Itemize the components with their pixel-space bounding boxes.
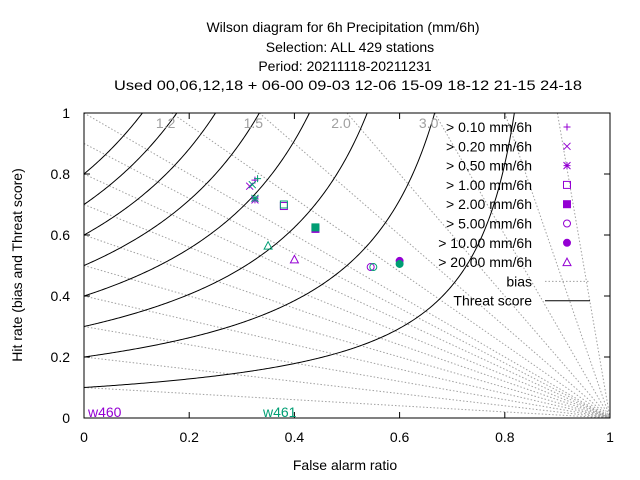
point-w461-star-shape (251, 194, 259, 203)
threat-score-curve-0.7 (84, 113, 178, 205)
point-w460-cross (245, 182, 254, 191)
point-w461-open-triangle-shape (263, 240, 273, 250)
point-w460-cross-shape (245, 182, 254, 191)
point-w461-open-square (279, 200, 288, 209)
point-w461-star (251, 194, 259, 203)
legend-label-2: > 0.50 mm/6h (446, 158, 532, 174)
legend-label-1: > 0.20 mm/6h (446, 138, 532, 154)
bias-line-0.4 (84, 295, 610, 418)
x-tick-label-0.2: 0.2 (179, 429, 199, 445)
y-tick-label-0.6: 0.6 (51, 227, 71, 243)
legend-key-open-square-shape (563, 180, 571, 189)
legend-label-4: > 2.00 mm/6h (446, 196, 532, 212)
point-w461-cross (248, 180, 257, 189)
bias-label-1.5: 1.5 (244, 115, 264, 131)
bias-line-0.1 (84, 387, 610, 418)
bias-line-0.7 (84, 204, 610, 418)
legend-key-open-circle-shape (563, 219, 571, 228)
x-tick-label-0.6: 0.6 (390, 429, 410, 445)
legend-label-8: bias (506, 273, 532, 289)
threat-score-curve-0.5 (84, 113, 260, 266)
y-tick-label-0.4: 0.4 (51, 288, 71, 304)
x-tick-label-1: 1 (606, 429, 614, 445)
y-tick-label-1: 1 (62, 105, 70, 121)
point-w460-open-circle (366, 263, 375, 272)
series-label-w461: w461 (262, 404, 297, 420)
x-axis-label: False alarm ratio (293, 457, 397, 473)
legend-label-0: > 0.10 mm/6h (446, 119, 532, 135)
bias-label-2.0: 2.0 (331, 115, 351, 131)
legend-label-5: > 5.00 mm/6h (446, 216, 532, 232)
x-tick-label-0: 0 (80, 429, 88, 445)
legend-key-open-triangle (562, 257, 572, 267)
y-tick-label-0: 0 (62, 410, 70, 426)
legend-key-filled-square (563, 200, 571, 209)
bias-line-3 (434, 113, 610, 418)
bias-label-3.0: 3.0 (419, 115, 439, 131)
bias-line-1.2 (171, 113, 610, 418)
bias-line-0.2 (84, 356, 610, 418)
legend-key-open-square (563, 180, 571, 189)
legend-label-3: > 1.00 mm/6h (446, 177, 532, 193)
x-tick-label-0.8: 0.8 (495, 429, 515, 445)
bias-line-0.9 (84, 143, 610, 418)
threat-score-curve-0.1 (84, 113, 515, 388)
legend-label-6: > 10.00 mm/6h (438, 235, 532, 251)
y-axis-label: Hit rate (bias and Threat score) (9, 168, 25, 362)
threat-score-curve-0.2 (84, 113, 436, 358)
legend-key-filled-circle (563, 238, 571, 247)
title-line-3: Period: 20211118-20211231 (258, 58, 432, 74)
bias-line-0.5 (84, 265, 610, 418)
legend-key-plus-shape (563, 123, 571, 131)
point-w461-open-triangle (263, 240, 273, 250)
bias-line-10 (556, 113, 610, 418)
point-w460-open-circle-shape (366, 263, 375, 272)
point-w461-open-circle-shape (369, 263, 378, 272)
point-w461-filled-square (311, 223, 320, 232)
bias-line-0.8 (84, 173, 610, 418)
point-w460-open-triangle-shape (289, 254, 300, 264)
title-line-1: Wilson diagram for 6h Precipitation (mm/… (206, 19, 479, 35)
point-w461-plus-shape (254, 175, 262, 183)
point-w461-cross-shape (248, 180, 257, 189)
plot-frame (83, 112, 611, 419)
threat-score-curve-0.3 (84, 113, 368, 327)
series-w460 (245, 176, 404, 272)
title-line-2: Selection: ALL 429 stations (266, 39, 434, 55)
point-w461-filled-square-shape (311, 223, 320, 232)
point-w461-filled-circle (395, 259, 404, 268)
point-w461-plus (254, 175, 262, 183)
legend-key-filled-circle-shape (563, 238, 571, 247)
legend-key-star (563, 161, 571, 170)
bias-line-5 (504, 113, 610, 418)
legend-key-star-shape (563, 161, 571, 170)
threat-score-curve-0.8 (84, 113, 144, 175)
bias-line-2 (346, 113, 610, 418)
legend-key-open-triangle-shape (562, 257, 572, 267)
y-tick-label-0.2: 0.2 (51, 349, 71, 365)
legend-key-cross-shape (563, 142, 571, 151)
legend-key-filled-square-shape (563, 200, 571, 209)
legend-key-open-circle (563, 219, 571, 228)
title-line-4: Used 00,06,12,18 + 06-00 09-03 12-06 15-… (114, 77, 582, 93)
y-tick-label-0.8: 0.8 (51, 166, 71, 182)
series-label-w460: w460 (87, 404, 122, 420)
point-w461-open-circle (369, 263, 378, 272)
bias-label-1.2: 1.2 (156, 115, 176, 131)
legend-key-plus (563, 123, 571, 131)
legend-label-7: > 20.00 mm/6h (438, 254, 532, 270)
threat-score-curve-0.6 (84, 113, 217, 236)
legend-key-cross (563, 142, 571, 151)
bias-line-1.5 (259, 113, 610, 418)
point-w461-open-square-shape (279, 200, 288, 209)
point-w460-open-triangle (289, 254, 300, 264)
series-w461 (248, 175, 404, 272)
legend-label-9: Threat score (453, 293, 532, 309)
threat-score-curve-0.4 (84, 113, 310, 297)
curve-group (84, 113, 610, 418)
x-tick-label-0.4: 0.4 (285, 429, 305, 445)
point-w461-filled-circle-shape (395, 259, 404, 268)
